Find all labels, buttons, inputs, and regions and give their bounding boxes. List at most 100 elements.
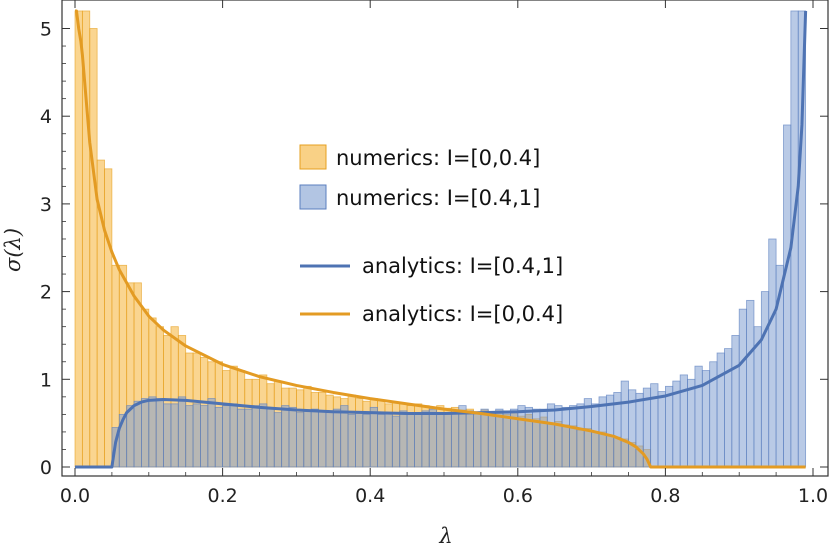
- histogram-bar: [406, 413, 415, 468]
- histogram-bar: [214, 406, 224, 468]
- histogram-bar: [414, 412, 423, 468]
- analytics-curve-0-04: [74, 9, 806, 469]
- histogram-bar: [665, 385, 674, 468]
- histogram-bar: [288, 406, 297, 468]
- histogram-bar: [421, 410, 430, 468]
- histogram-bars: [74, 10, 807, 468]
- plot-frame: [61, 0, 829, 477]
- histogram-bar: [155, 398, 164, 468]
- histogram-bar: [133, 400, 142, 468]
- histogram-bar: [273, 412, 283, 468]
- histogram-bar: [569, 405, 578, 468]
- histogram-bar: [229, 403, 238, 468]
- histogram-bar: [303, 409, 312, 468]
- histogram-bar: [207, 398, 216, 468]
- histogram-bar: [716, 352, 725, 468]
- histogram-bar: [746, 299, 755, 468]
- y-tick-label: 4: [40, 106, 52, 128]
- legend-swatch-numerics-04-1: [299, 184, 327, 210]
- histogram-bar: [369, 406, 378, 468]
- y-tick-label: 2: [40, 282, 52, 304]
- histogram-bar: [635, 392, 644, 468]
- histogram-bar: [731, 335, 740, 468]
- histogram-bar: [687, 378, 696, 468]
- histogram-bar: [539, 408, 548, 468]
- histogram-bar: [384, 412, 393, 468]
- analytic-curves: [74, 9, 808, 469]
- histogram-bar: [259, 403, 268, 468]
- histogram-bar: [362, 413, 371, 468]
- legend-swatch-numerics-0-04: [299, 144, 327, 170]
- histogram-bar: [546, 403, 556, 468]
- histogram-bar: [591, 403, 600, 468]
- histogram-bar: [377, 413, 386, 468]
- histogram-bar: [576, 403, 585, 468]
- histogram-bar: [724, 348, 733, 468]
- histogram-bar: [222, 405, 231, 468]
- histogram-bar: [694, 365, 703, 468]
- legend-label-analytics-04-1: analytics: I=[0.4,1]: [362, 254, 563, 278]
- x-axis-label: λ: [438, 524, 452, 548]
- histogram-bar: [783, 124, 792, 468]
- histogram-bar: [74, 10, 83, 468]
- histogram-bar: [502, 410, 511, 468]
- histogram-bar: [443, 413, 452, 468]
- histogram-bar: [561, 406, 570, 468]
- legend-label-numerics-0-04: numerics: I=[0,0.4]: [336, 146, 540, 170]
- x-tick-label: 0.0: [60, 485, 90, 507]
- histogram-bar: [620, 380, 629, 468]
- histogram-bar: [428, 408, 438, 468]
- x-tick-label: 0.8: [650, 485, 680, 507]
- histogram-bar: [177, 396, 187, 468]
- histogram-bar: [332, 408, 342, 468]
- histogram-bar: [583, 398, 592, 468]
- y-tick-label: 1: [40, 369, 52, 391]
- histogram-bar: [465, 410, 474, 468]
- histogram-bar: [738, 308, 747, 468]
- histogram-bar: [487, 412, 497, 468]
- histogram-bar: [657, 391, 666, 468]
- histogram-bar: [200, 405, 209, 468]
- histogram-bar: [185, 405, 194, 468]
- histogram-bar: [391, 415, 401, 468]
- x-tick-label: 1.0: [798, 485, 828, 507]
- histogram-bar: [355, 412, 364, 468]
- histogram-bar: [480, 408, 489, 468]
- y-tick-label: 5: [40, 19, 52, 41]
- histogram-bar: [236, 408, 246, 468]
- legend-label-numerics-04-1: numerics: I=[0.4,1]: [336, 186, 540, 210]
- histogram-bar: [347, 413, 356, 468]
- histogram-bar: [251, 405, 260, 468]
- histogram-bar: [768, 238, 777, 468]
- histogram-bar: [281, 405, 290, 468]
- histogram-bar: [436, 413, 445, 468]
- histogram-bar: [473, 412, 482, 468]
- histogram-bar: [148, 396, 157, 468]
- x-tick-label: 0.6: [503, 485, 533, 507]
- histogram-bar: [310, 408, 319, 468]
- y-axis-label: σ(λ): [1, 228, 25, 272]
- legend: numerics: I=[0,0.4] numerics: I=[0.4,1] …: [299, 144, 563, 326]
- x-tick-label: 0.2: [207, 485, 237, 507]
- histogram-bar: [266, 408, 275, 468]
- legend-label-analytics-0-04: analytics: I=[0,0.4]: [362, 302, 563, 326]
- histogram-bar: [517, 405, 526, 468]
- histogram-bar: [340, 405, 349, 468]
- histogram-bar: [295, 412, 305, 468]
- histogram-bar: [163, 403, 172, 468]
- histogram-bar: [170, 403, 179, 468]
- histogram-bar: [318, 410, 327, 468]
- analytics-curve-04-1: [75, 10, 808, 469]
- histogram-bar: [104, 168, 113, 468]
- histogram-bar: [532, 408, 541, 468]
- histogram-bar: [399, 410, 408, 468]
- histogram-bar: [554, 405, 563, 468]
- histogram-bar: [126, 405, 135, 468]
- histogram-bar: [450, 412, 460, 468]
- histogram-bar: [244, 408, 253, 468]
- y-tick-label: 3: [40, 194, 52, 216]
- histogram-bar: [760, 291, 770, 468]
- histogram-bar: [325, 412, 334, 468]
- histogram-bar: [192, 403, 201, 468]
